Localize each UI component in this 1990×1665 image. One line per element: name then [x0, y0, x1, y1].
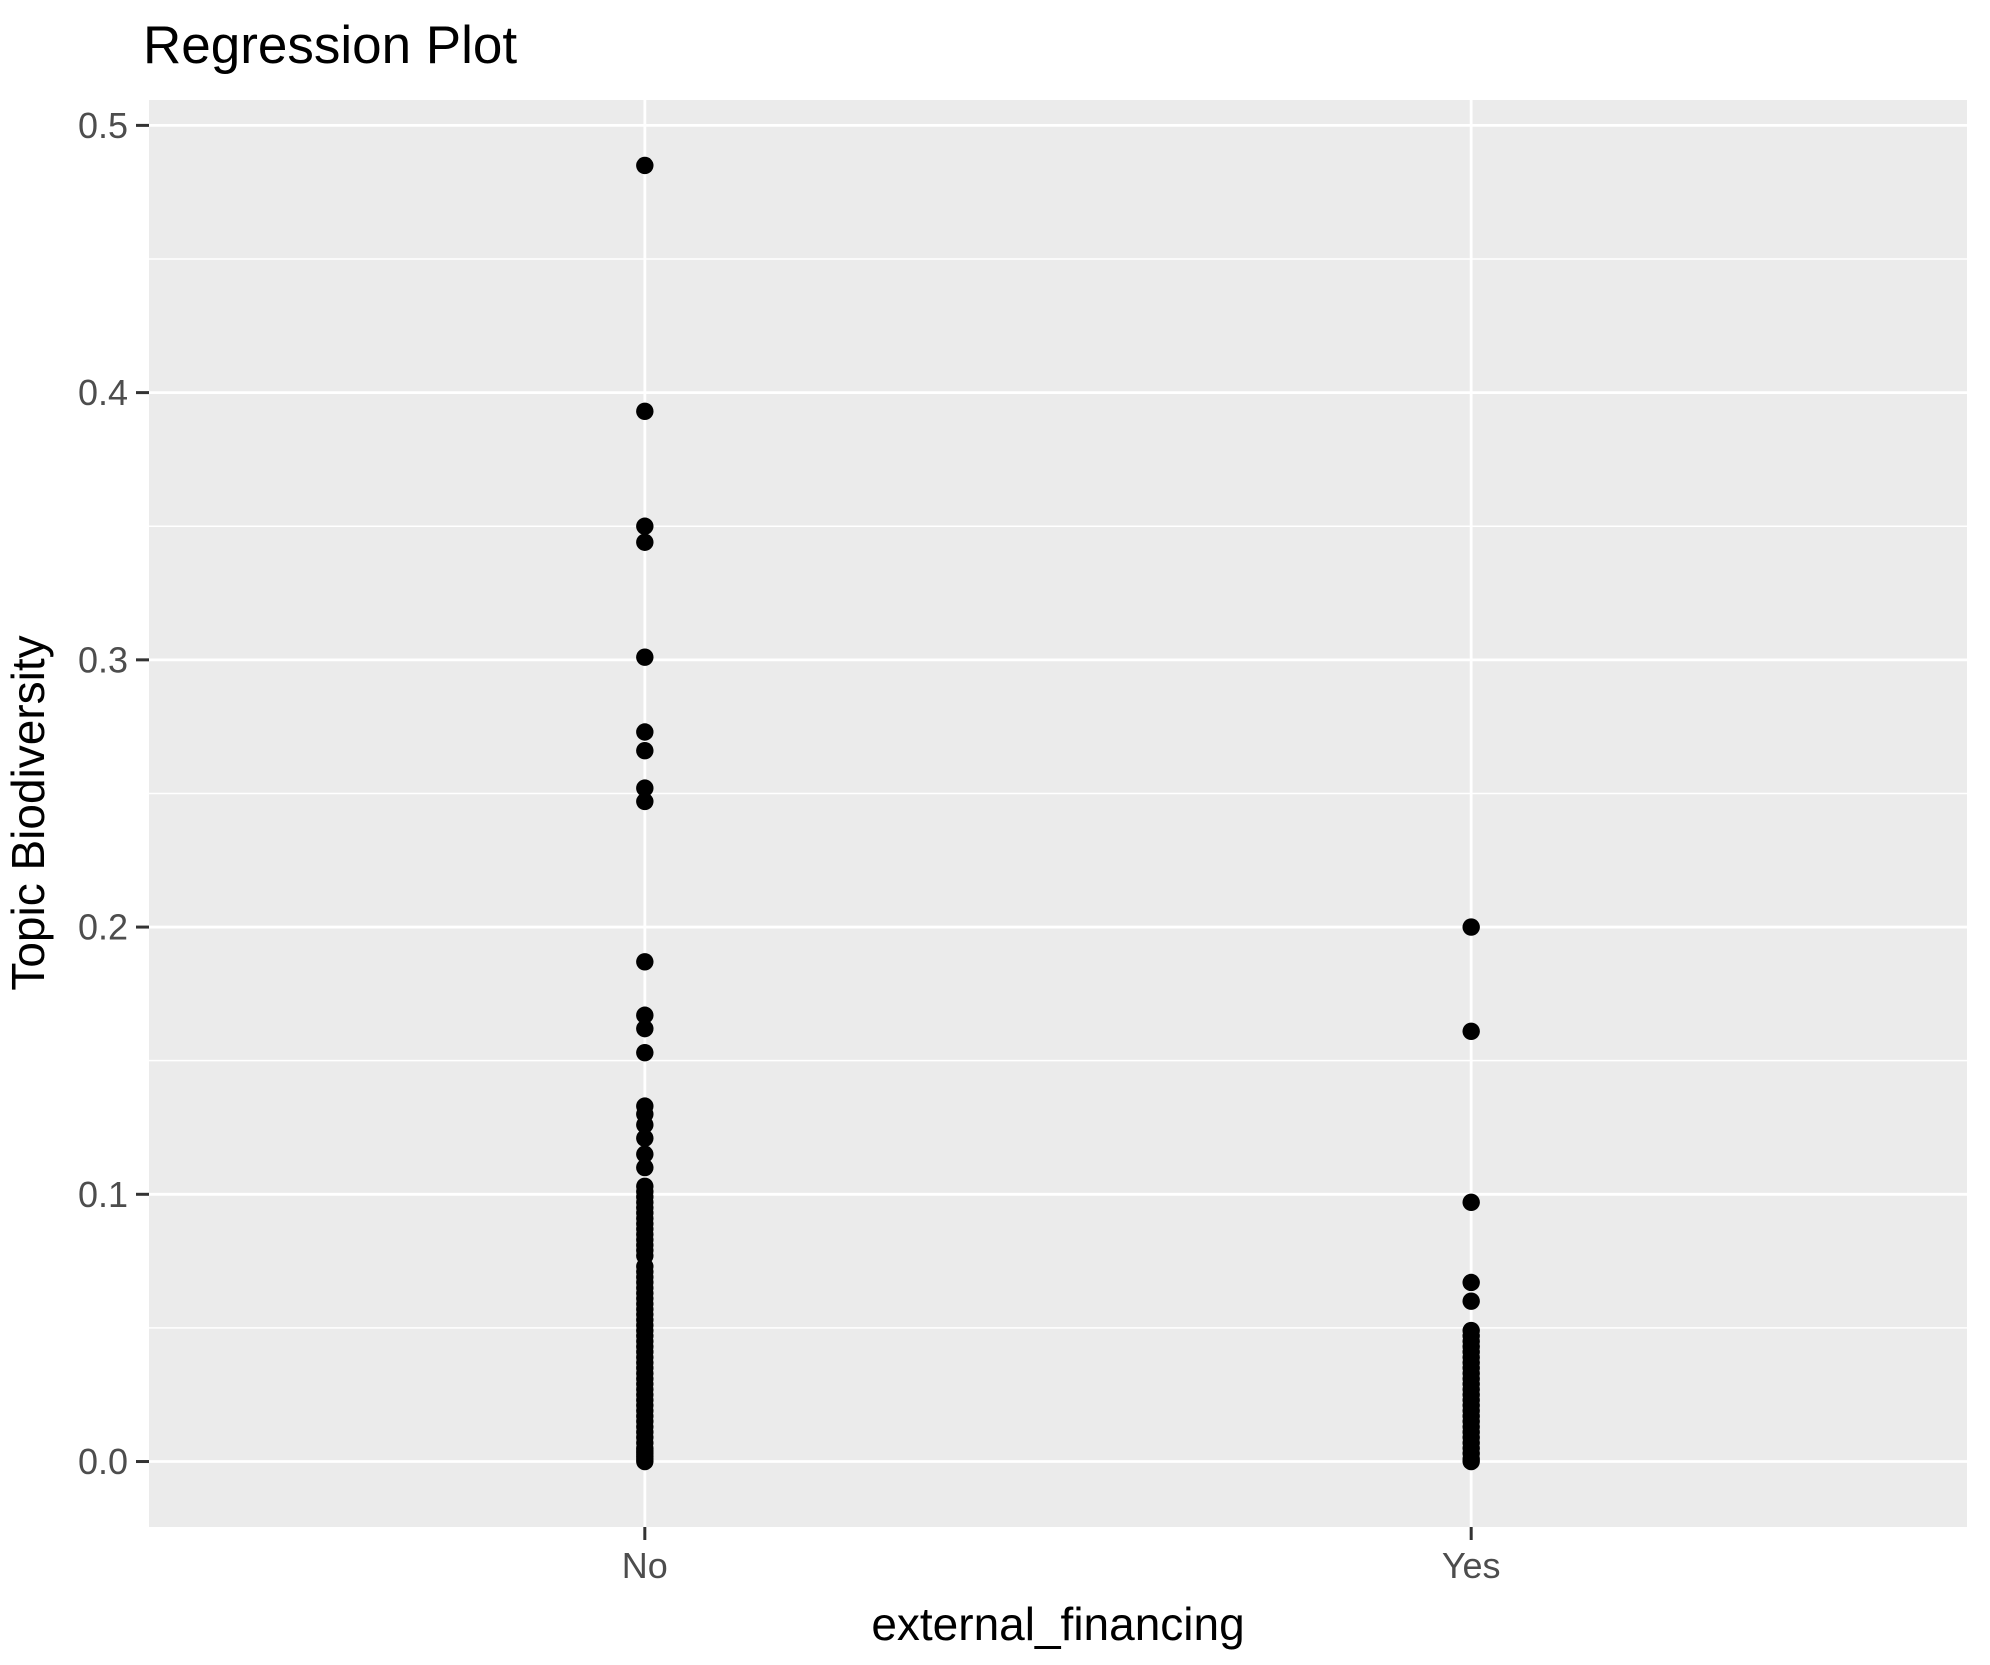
x-axis-title: external_financing — [871, 1598, 1244, 1650]
data-point — [636, 742, 654, 760]
plot-panel — [149, 100, 1967, 1527]
data-point — [636, 1006, 654, 1024]
data-point — [636, 953, 654, 971]
data-point — [636, 156, 654, 175]
data-point — [636, 1452, 654, 1471]
data-point — [636, 1019, 654, 1038]
y-tick-label: 0.5 — [78, 105, 128, 146]
data-point — [1462, 1193, 1480, 1212]
data-point — [636, 792, 654, 811]
data-point — [636, 402, 654, 421]
data-point — [636, 517, 654, 535]
panel-background — [149, 100, 1967, 1527]
data-point — [636, 1116, 654, 1134]
y-tick-label: 0.4 — [78, 372, 128, 413]
data-point — [636, 1145, 654, 1163]
data-point — [1462, 1292, 1480, 1310]
data-point — [636, 723, 654, 741]
x-tick-label: No — [622, 1545, 668, 1586]
data-point — [1462, 1452, 1480, 1471]
data-point — [636, 1129, 654, 1147]
data-point — [636, 779, 654, 797]
data-point — [1462, 918, 1480, 936]
y-axis-title: Topic Biodiversity — [2, 635, 54, 990]
data-points — [636, 156, 1480, 1471]
plot-title: Regression Plot — [143, 16, 517, 75]
data-point — [1462, 1022, 1480, 1040]
y-tick-label: 0.3 — [78, 639, 128, 680]
y-tick-label: 0.0 — [78, 1441, 128, 1482]
y-tick-label: 0.1 — [78, 1174, 128, 1215]
data-point — [636, 648, 654, 666]
data-point — [636, 1043, 654, 1062]
y-tick-label: 0.2 — [78, 907, 128, 948]
x-tick-label: Yes — [1442, 1545, 1501, 1586]
axes: 0.0 0.1 0.2 0.3 0.4 0.5 No Yes — [78, 105, 1501, 1586]
data-point — [636, 1158, 654, 1177]
data-point — [636, 533, 654, 551]
data-point — [1462, 1273, 1480, 1292]
